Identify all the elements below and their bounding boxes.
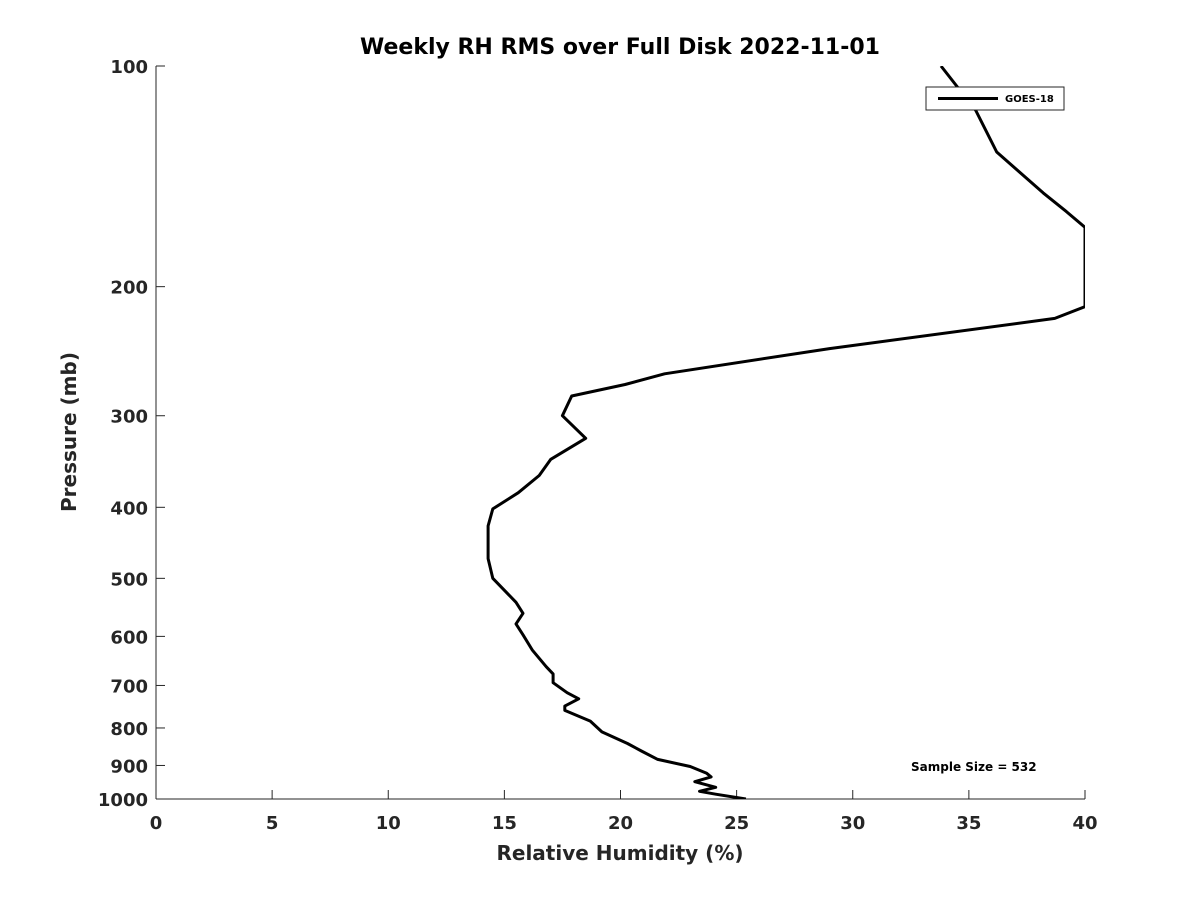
y-tick-label: 400 (110, 498, 148, 519)
plot-area (486, 66, 1085, 799)
x-tick-label: 5 (266, 813, 279, 834)
y-axis-ticks: 100 200 300 400 500 600 700 800 900 1000 (98, 57, 165, 811)
y-tick-label: 900 (110, 756, 148, 777)
y-tick-label: 1000 (98, 790, 148, 811)
legend: GOES-18 (925, 86, 1065, 111)
y-tick-label: 600 (110, 627, 148, 648)
x-tick-label: 20 (608, 813, 633, 834)
y-tick-label: 800 (110, 719, 148, 740)
y-tick-label: 700 (110, 676, 148, 697)
x-tick-label: 10 (376, 813, 401, 834)
x-tick-label: 15 (492, 813, 517, 834)
y-tick-label: 100 (110, 57, 148, 78)
x-tick-label: 35 (956, 813, 981, 834)
x-axis-label: Relative Humidity (%) (496, 841, 743, 865)
series-line-goes-18 (486, 66, 1085, 799)
legend-label-goes-18: GOES-18 (1005, 94, 1054, 105)
x-tick-label: 25 (724, 813, 749, 834)
chart-title: Weekly RH RMS over Full Disk 2022-11-01 (360, 35, 880, 60)
x-tick-label: 30 (840, 813, 865, 834)
y-tick-label: 300 (110, 407, 148, 428)
x-tick-label: 40 (1072, 813, 1097, 834)
y-tick-label: 200 (110, 278, 148, 299)
y-axis-label: Pressure (mb) (57, 352, 81, 512)
sample-size-annotation: Sample Size = 532 (911, 760, 1037, 774)
x-tick-label: 0 (150, 813, 163, 834)
y-tick-label: 500 (110, 569, 148, 590)
x-axis-ticks: 0 5 10 15 20 25 30 35 40 (150, 790, 1098, 834)
